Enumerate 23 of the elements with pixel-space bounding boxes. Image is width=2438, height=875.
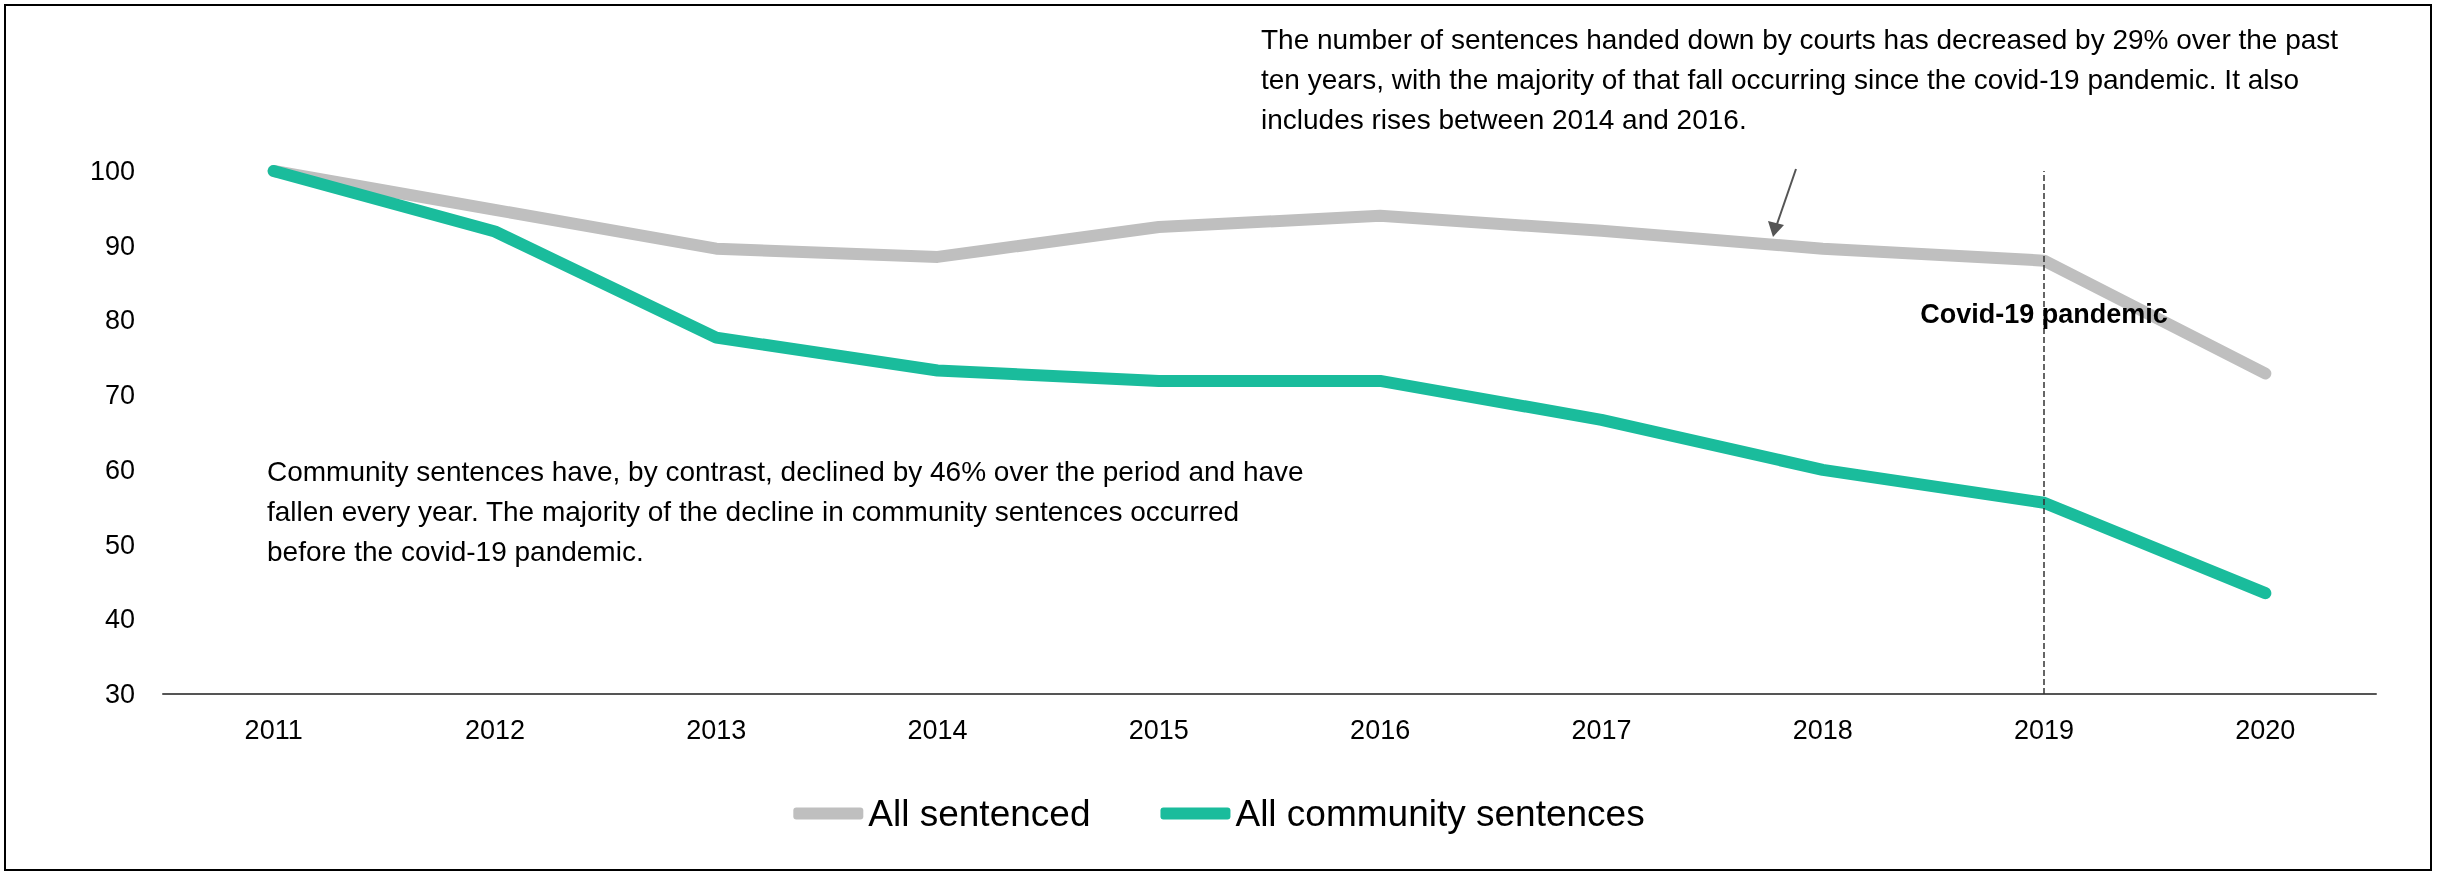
x-tick-label: 2013 bbox=[686, 714, 747, 745]
y-tick-label: 100 bbox=[89, 156, 135, 186]
x-tick-label: 2014 bbox=[907, 714, 968, 745]
ref-line-label: Covid-19 pandemic bbox=[1920, 299, 2168, 329]
x-tick-label: 2015 bbox=[1128, 714, 1189, 745]
x-tick-label: 2017 bbox=[1571, 714, 1632, 745]
y-tick-label: 30 bbox=[104, 679, 135, 709]
x-tick-label: 2016 bbox=[1350, 714, 1411, 745]
annotation: Community sentences have, by contrast, declined by 46% over the period and have fallen every year. The majority of the decline in community sentences occurred before the covid-19 pandemic. bbox=[267, 455, 1305, 569]
y-tick-label: 90 bbox=[104, 230, 135, 261]
x-tick-label: 2012 bbox=[464, 714, 525, 745]
x-tick-label: 2018 bbox=[1792, 714, 1853, 745]
y-tick-label: 40 bbox=[104, 604, 135, 635]
text: The number of sentences handed down by courts has decreased by 29% over the past ten years, with the majority of that fall occurring since the covid-19 pandemic. It also includes rises between 2014 and 2016. bbox=[1261, 23, 2340, 137]
x-tick-label: 2019 bbox=[2014, 714, 2075, 745]
legend-label: All sentenced bbox=[868, 793, 1091, 834]
legend-label: All community sentences bbox=[1235, 793, 1645, 834]
x-tick-label: 2011 bbox=[244, 714, 303, 745]
y-tick-label: 70 bbox=[104, 380, 135, 411]
x-tick-label: 2020 bbox=[2235, 714, 2296, 745]
y-tick-label: 50 bbox=[104, 529, 135, 560]
y-tick-label: 60 bbox=[104, 454, 135, 485]
y-tick-label: 80 bbox=[104, 305, 135, 336]
